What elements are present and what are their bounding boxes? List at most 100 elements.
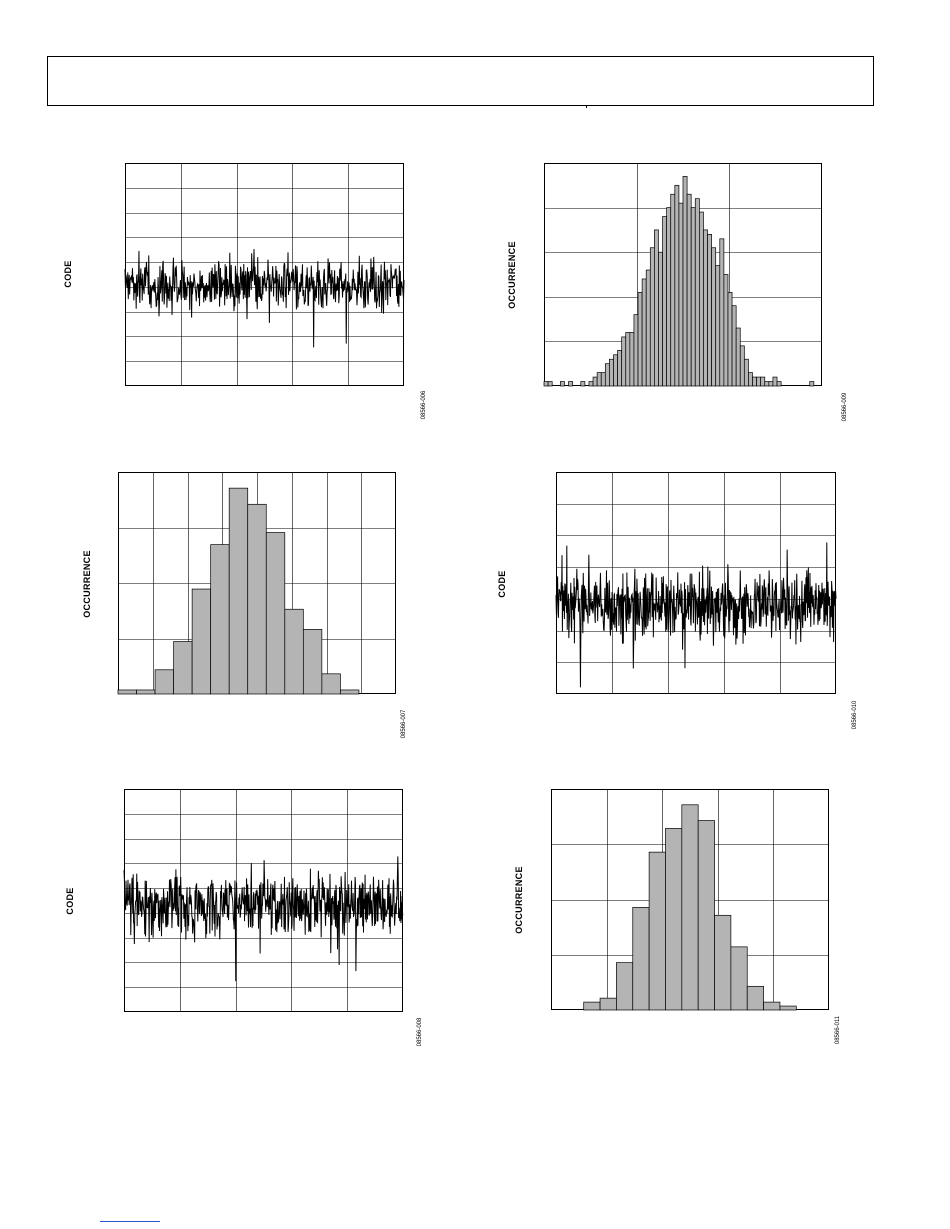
histogram-bar bbox=[600, 372, 606, 387]
histogram-bar bbox=[604, 363, 610, 387]
code-trace bbox=[123, 856, 404, 982]
histogram-bar bbox=[662, 216, 667, 387]
histogram-bar bbox=[173, 641, 193, 695]
histogram-bar bbox=[543, 381, 549, 387]
histogram-bar bbox=[136, 689, 156, 695]
histogram-bar bbox=[730, 946, 748, 1011]
histogram-bar bbox=[547, 381, 553, 387]
histogram-bar bbox=[699, 211, 704, 387]
histogram-bar bbox=[580, 381, 586, 387]
y-axis-label-2: OCCURRENCE bbox=[507, 241, 517, 309]
histogram-bar bbox=[779, 1005, 797, 1011]
histogram-bar bbox=[743, 358, 749, 387]
histogram-bar bbox=[599, 997, 617, 1011]
histogram-bar bbox=[665, 828, 683, 1011]
histogram-bar bbox=[633, 314, 639, 387]
histogram-bar bbox=[674, 184, 680, 387]
histogram-bar bbox=[756, 376, 762, 387]
histogram-bar bbox=[760, 376, 766, 387]
histogram-bar bbox=[768, 381, 774, 387]
figure-id-6: 08566-011 bbox=[835, 1015, 841, 1045]
plot-frame bbox=[124, 789, 403, 1012]
histogram-bar bbox=[764, 381, 770, 387]
histogram-bar bbox=[210, 544, 230, 695]
histogram-bar bbox=[763, 1001, 781, 1011]
histogram-bar bbox=[703, 229, 708, 387]
histogram-bar bbox=[666, 207, 672, 387]
histogram-bar bbox=[645, 269, 651, 387]
histogram-bar bbox=[723, 274, 729, 387]
histogram-bar bbox=[617, 349, 623, 387]
figure-id-3: 08566-007 bbox=[401, 709, 407, 739]
histogram-bar bbox=[746, 985, 764, 1011]
histogram-bar bbox=[592, 376, 598, 387]
histogram-bar bbox=[321, 673, 341, 695]
code-trace bbox=[124, 249, 405, 348]
histogram-bar bbox=[748, 372, 753, 387]
histogram-bar bbox=[117, 689, 137, 695]
histogram-bar bbox=[719, 238, 725, 387]
histogram-bar bbox=[583, 1001, 601, 1011]
histogram-bar bbox=[616, 962, 634, 1011]
histogram-bar bbox=[711, 247, 717, 387]
histogram-bar bbox=[731, 305, 737, 387]
histogram-bar bbox=[632, 907, 650, 1011]
occurrence-histogram-3 bbox=[117, 472, 396, 695]
code-plot-1 bbox=[124, 163, 405, 386]
histogram-bar bbox=[752, 376, 757, 387]
figure-id-1: 08566-006 bbox=[421, 390, 427, 420]
histogram-bar bbox=[654, 229, 659, 387]
histogram-bar bbox=[302, 629, 323, 695]
histogram-bar bbox=[637, 291, 643, 387]
histogram-bar bbox=[613, 354, 618, 387]
histogram-bar bbox=[265, 532, 286, 695]
histogram-bar bbox=[340, 689, 360, 695]
histogram-bar bbox=[678, 202, 684, 387]
y-axis-label-3: OCCURRENCE bbox=[82, 550, 92, 618]
histogram-bar bbox=[739, 345, 745, 387]
y-axis-label-6: OCCURRENCE bbox=[514, 866, 524, 934]
histogram-bar bbox=[284, 608, 304, 695]
histogram-bar bbox=[681, 804, 699, 1011]
histogram-bar bbox=[690, 207, 696, 387]
histogram-bar bbox=[247, 503, 267, 695]
y-axis-label-5: CODE bbox=[65, 887, 75, 915]
footer-link[interactable] bbox=[100, 1221, 160, 1222]
histogram-bar bbox=[191, 588, 212, 695]
histogram-bar bbox=[621, 336, 627, 387]
header-box bbox=[47, 56, 874, 106]
histogram-bar bbox=[228, 487, 249, 695]
header-tick bbox=[586, 105, 587, 108]
histogram-bar bbox=[694, 198, 700, 387]
code-plot-4 bbox=[555, 472, 837, 694]
plot-frame bbox=[556, 472, 836, 694]
histogram-bar bbox=[735, 327, 741, 387]
histogram-bar bbox=[707, 234, 712, 387]
y-axis-label-1: CODE bbox=[63, 260, 73, 288]
occurrence-histogram-2 bbox=[543, 163, 822, 387]
histogram-bar bbox=[609, 358, 614, 387]
histogram-bar bbox=[629, 332, 635, 387]
occurrence-histogram-6 bbox=[551, 789, 829, 1011]
histogram-bar bbox=[658, 251, 663, 387]
figure-id-2: 08566-009 bbox=[842, 392, 848, 422]
histogram-bar bbox=[641, 278, 647, 387]
histogram-bar bbox=[697, 820, 715, 1011]
histogram-bar bbox=[648, 851, 666, 1011]
histogram-bar bbox=[649, 247, 655, 387]
histogram-bar bbox=[727, 291, 733, 387]
histogram-bar bbox=[588, 381, 594, 387]
code-trace bbox=[555, 542, 837, 688]
histogram-bar bbox=[625, 332, 631, 387]
histogram-bar bbox=[772, 376, 778, 387]
histogram-bar bbox=[568, 381, 573, 387]
histogram-bar bbox=[686, 193, 692, 387]
figure-id-5: 08566-008 bbox=[417, 1017, 423, 1047]
histogram-bar bbox=[596, 372, 602, 387]
histogram-bar bbox=[670, 193, 676, 387]
histogram-bar bbox=[682, 176, 688, 387]
histogram-bar bbox=[154, 669, 174, 695]
code-plot-5 bbox=[123, 789, 404, 1012]
histogram-bar bbox=[776, 381, 782, 387]
histogram-bar bbox=[809, 381, 815, 387]
